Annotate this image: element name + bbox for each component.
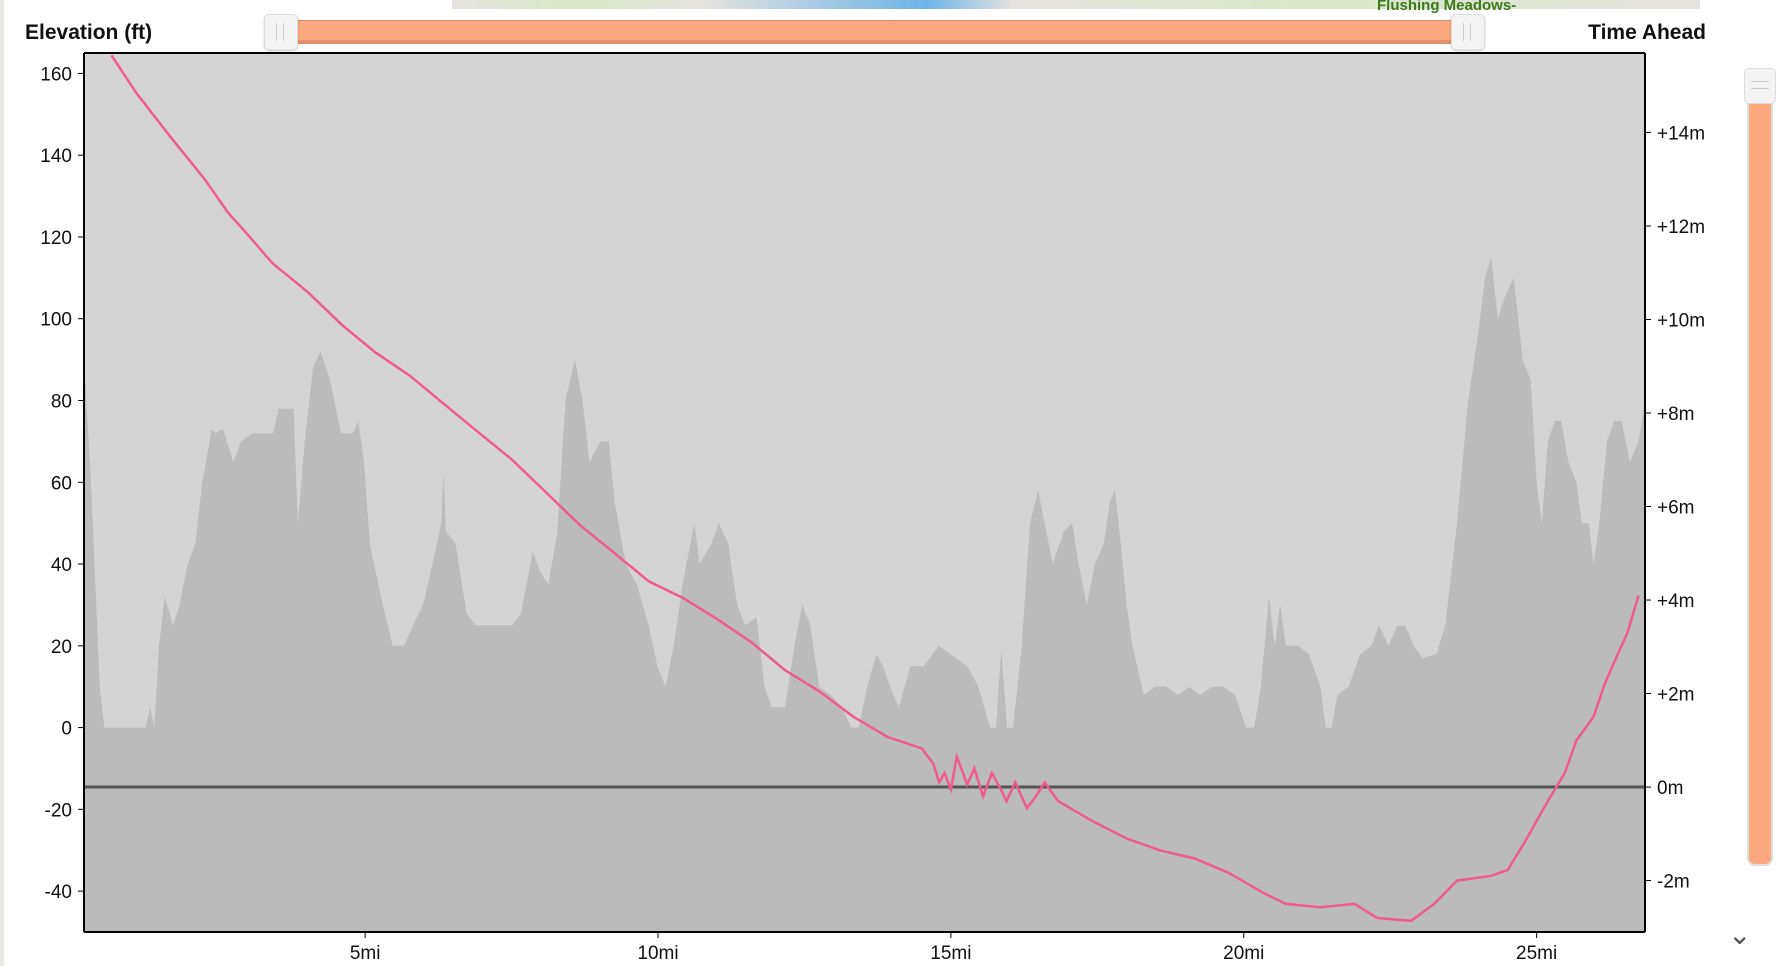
y-tick-label: 140 (40, 146, 72, 167)
y2-tick-label: +14m (1657, 123, 1705, 144)
range-slider-track[interactable] (274, 20, 1475, 44)
y-tick-label: 120 (40, 228, 72, 249)
range-slider[interactable] (264, 14, 1485, 50)
y2-tick-label: +2m (1657, 685, 1695, 706)
y-tick-label: 100 (40, 310, 72, 331)
x-tick-label: 20mi (1223, 943, 1264, 964)
map-background[interactable]: Flushing Meadows- (452, 0, 1700, 13)
y2-tick-label: +4m (1657, 591, 1695, 612)
x-tick-label: 15mi (930, 943, 971, 964)
right-axis-title: Time Ahead (1588, 21, 1706, 44)
y-tick-label: -20 (45, 800, 72, 821)
y-tick-label: 20 (51, 637, 72, 658)
y-tick-label: 40 (51, 555, 72, 576)
x-tick-label: 5mi (350, 943, 381, 964)
time-ahead-line (110, 54, 1640, 923)
y2-tick-label: +6m (1657, 498, 1695, 519)
y-tick-label: 160 (40, 64, 72, 85)
y2-tick-label: +10m (1657, 311, 1705, 332)
map-edge (0, 0, 4, 966)
y-tick-label: -40 (45, 882, 72, 903)
x-tick-label: 10mi (637, 943, 678, 964)
chevron-down-icon[interactable]: ⌄ (1728, 919, 1752, 950)
range-slider-start-handle[interactable] (264, 14, 298, 50)
y2-tick-label: -2m (1657, 872, 1690, 893)
x-tick-label: 25mi (1516, 943, 1557, 964)
y2-tick-label: +8m (1657, 404, 1695, 425)
map-label: Flushing Meadows- (1377, 0, 1517, 14)
vertical-slider-track[interactable] (1747, 88, 1773, 866)
y2-tick-label: 0m (1657, 778, 1683, 799)
vertical-slider-handle[interactable] (1744, 68, 1776, 104)
y2-tick-label: +12m (1657, 217, 1705, 238)
y-tick-label: 80 (51, 392, 72, 413)
left-axis-title: Elevation (ft) (25, 21, 153, 44)
vertical-slider[interactable] (1744, 68, 1776, 866)
y-tick-label: 0 (61, 719, 72, 740)
elevation-area (84, 257, 1645, 932)
range-slider-end-handle[interactable] (1451, 14, 1485, 50)
y-tick-label: 60 (51, 473, 72, 494)
